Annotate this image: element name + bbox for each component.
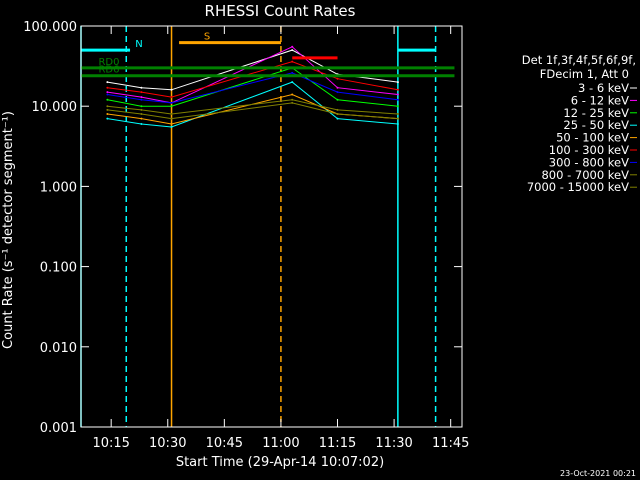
series-5-point-2	[170, 96, 173, 99]
plot-frame	[80, 25, 463, 428]
legend-header-line-2: FDecim 1, Att 0	[540, 67, 629, 81]
series-6-point-2	[170, 101, 173, 104]
y-tick-label-1: 0.010	[40, 341, 77, 356]
y-axis-label: Count Rate (s⁻¹ detector segment⁻¹)	[1, 111, 16, 349]
chart-title: RHESSI Count Rates	[205, 2, 356, 20]
series-4-point-1	[140, 117, 143, 120]
series-5-point-1	[140, 91, 143, 94]
series-line-5	[107, 61, 398, 98]
legend-entry-4: 50 - 100 keV	[556, 131, 629, 145]
series-1-point-4	[336, 86, 339, 89]
series-2-point-5	[396, 105, 399, 108]
flag-label-4: RD0	[98, 57, 119, 68]
series-3-point-2	[170, 126, 173, 128]
series-3-point-4	[336, 117, 339, 120]
series-2-point-2	[170, 105, 173, 108]
flag-label-0: N	[135, 39, 142, 50]
series-6-point-5	[396, 98, 399, 101]
series-0-point-3	[291, 49, 294, 52]
series-7-point-5	[396, 113, 399, 115]
date-stamp: 23-Oct-2021 00:21	[560, 469, 636, 478]
series-0-point-2	[170, 88, 173, 91]
series-7-point-3	[291, 98, 294, 101]
y-tick-label-0: 0.001	[40, 421, 77, 436]
series-3-point-0	[106, 117, 109, 120]
legend-entry-3: 25 - 50 keV	[563, 118, 629, 132]
series-4-point-0	[106, 113, 109, 115]
legend-entry-7: 800 - 7000 keV	[541, 168, 629, 182]
x-axis: 10:15 10:30 10:45 11:00 11:15 11:30 11:45	[92, 26, 469, 451]
series-line-3	[107, 81, 398, 128]
series-1-point-0	[106, 91, 109, 94]
series-2-point-1	[140, 105, 143, 108]
y-tick-label-2: 0.100	[40, 261, 77, 276]
series-2-point-0	[106, 98, 109, 101]
x-tick-label-3: 11:00	[262, 436, 299, 451]
series-1-point-1	[140, 96, 143, 99]
y-axis: 0.001 0.010 0.100 1.000 10.000 100.000	[23, 20, 462, 436]
legend-entry-5: 100 - 300 keV	[549, 143, 629, 157]
series-5-point-5	[396, 88, 399, 91]
x-tick-label-4: 11:15	[319, 436, 356, 451]
series-group	[106, 45, 399, 128]
legend-entry-6: 300 - 800 keV	[549, 155, 629, 169]
series-1-point-5	[396, 93, 399, 96]
series-6-point-4	[336, 91, 339, 94]
flag-label-5: RD6	[98, 65, 119, 76]
series-8-point-4	[336, 113, 339, 115]
x-tick-label-6: 11:45	[432, 436, 469, 451]
series-3-point-1	[140, 123, 143, 125]
x-tick-label-0: 10:15	[92, 436, 129, 451]
series-8-point-2	[170, 117, 173, 120]
series-7-point-4	[336, 108, 339, 111]
series-7-point-2	[170, 113, 173, 115]
series-6-point-1	[140, 98, 143, 101]
series-6-point-3	[291, 71, 294, 74]
series-7-point-1	[140, 108, 143, 111]
legend-header-line-1: Det 1f,3f,4f,5f,6f,9f,	[522, 53, 636, 67]
series-0-point-1	[140, 86, 143, 89]
series-8-point-0	[106, 108, 109, 111]
series-2-point-4	[336, 98, 339, 101]
series-7-point-0	[106, 105, 109, 108]
series-line-2	[107, 67, 398, 107]
x-tick-label-1: 10:30	[149, 436, 186, 451]
series-5-point-0	[106, 86, 109, 89]
series-1-point-3	[291, 45, 294, 48]
x-tick-label-5: 11:30	[375, 436, 412, 451]
series-5-point-3	[291, 60, 294, 63]
y-tick-label-3: 1.000	[40, 180, 77, 195]
series-line-6	[107, 72, 398, 104]
series-3-point-3	[291, 81, 294, 84]
y-tick-label-5: 100.000	[23, 20, 77, 35]
series-line-8	[107, 102, 398, 120]
series-3-point-5	[396, 123, 399, 125]
legend-entry-1: 6 - 12 keV	[571, 93, 629, 107]
x-tick-label-2: 10:45	[206, 436, 243, 451]
legend-entry-0: 3 - 6 keV	[578, 81, 629, 95]
series-0-point-0	[106, 81, 109, 84]
series-4-point-2	[170, 123, 173, 125]
series-6-point-0	[106, 93, 109, 96]
series-5-point-4	[336, 77, 339, 80]
legend: Det 1f,3f,4f,5f,6f,9f, FDecim 1, Att 0 3…	[522, 53, 637, 194]
legend-entry-2: 12 - 25 keV	[563, 106, 629, 120]
x-axis-label: Start Time (29-Apr-14 10:07:02)	[176, 455, 384, 470]
series-8-point-3	[291, 101, 294, 104]
legend-entry-8: 7000 - 15000 keV	[527, 180, 629, 194]
series-0-point-5	[396, 81, 399, 84]
y-tick-label-4: 10.000	[32, 100, 78, 115]
series-8-point-5	[396, 117, 399, 120]
series-4-point-3	[291, 93, 294, 96]
series-8-point-1	[140, 113, 143, 115]
flag-label-2: S	[204, 32, 210, 43]
series-line-7	[107, 99, 398, 115]
